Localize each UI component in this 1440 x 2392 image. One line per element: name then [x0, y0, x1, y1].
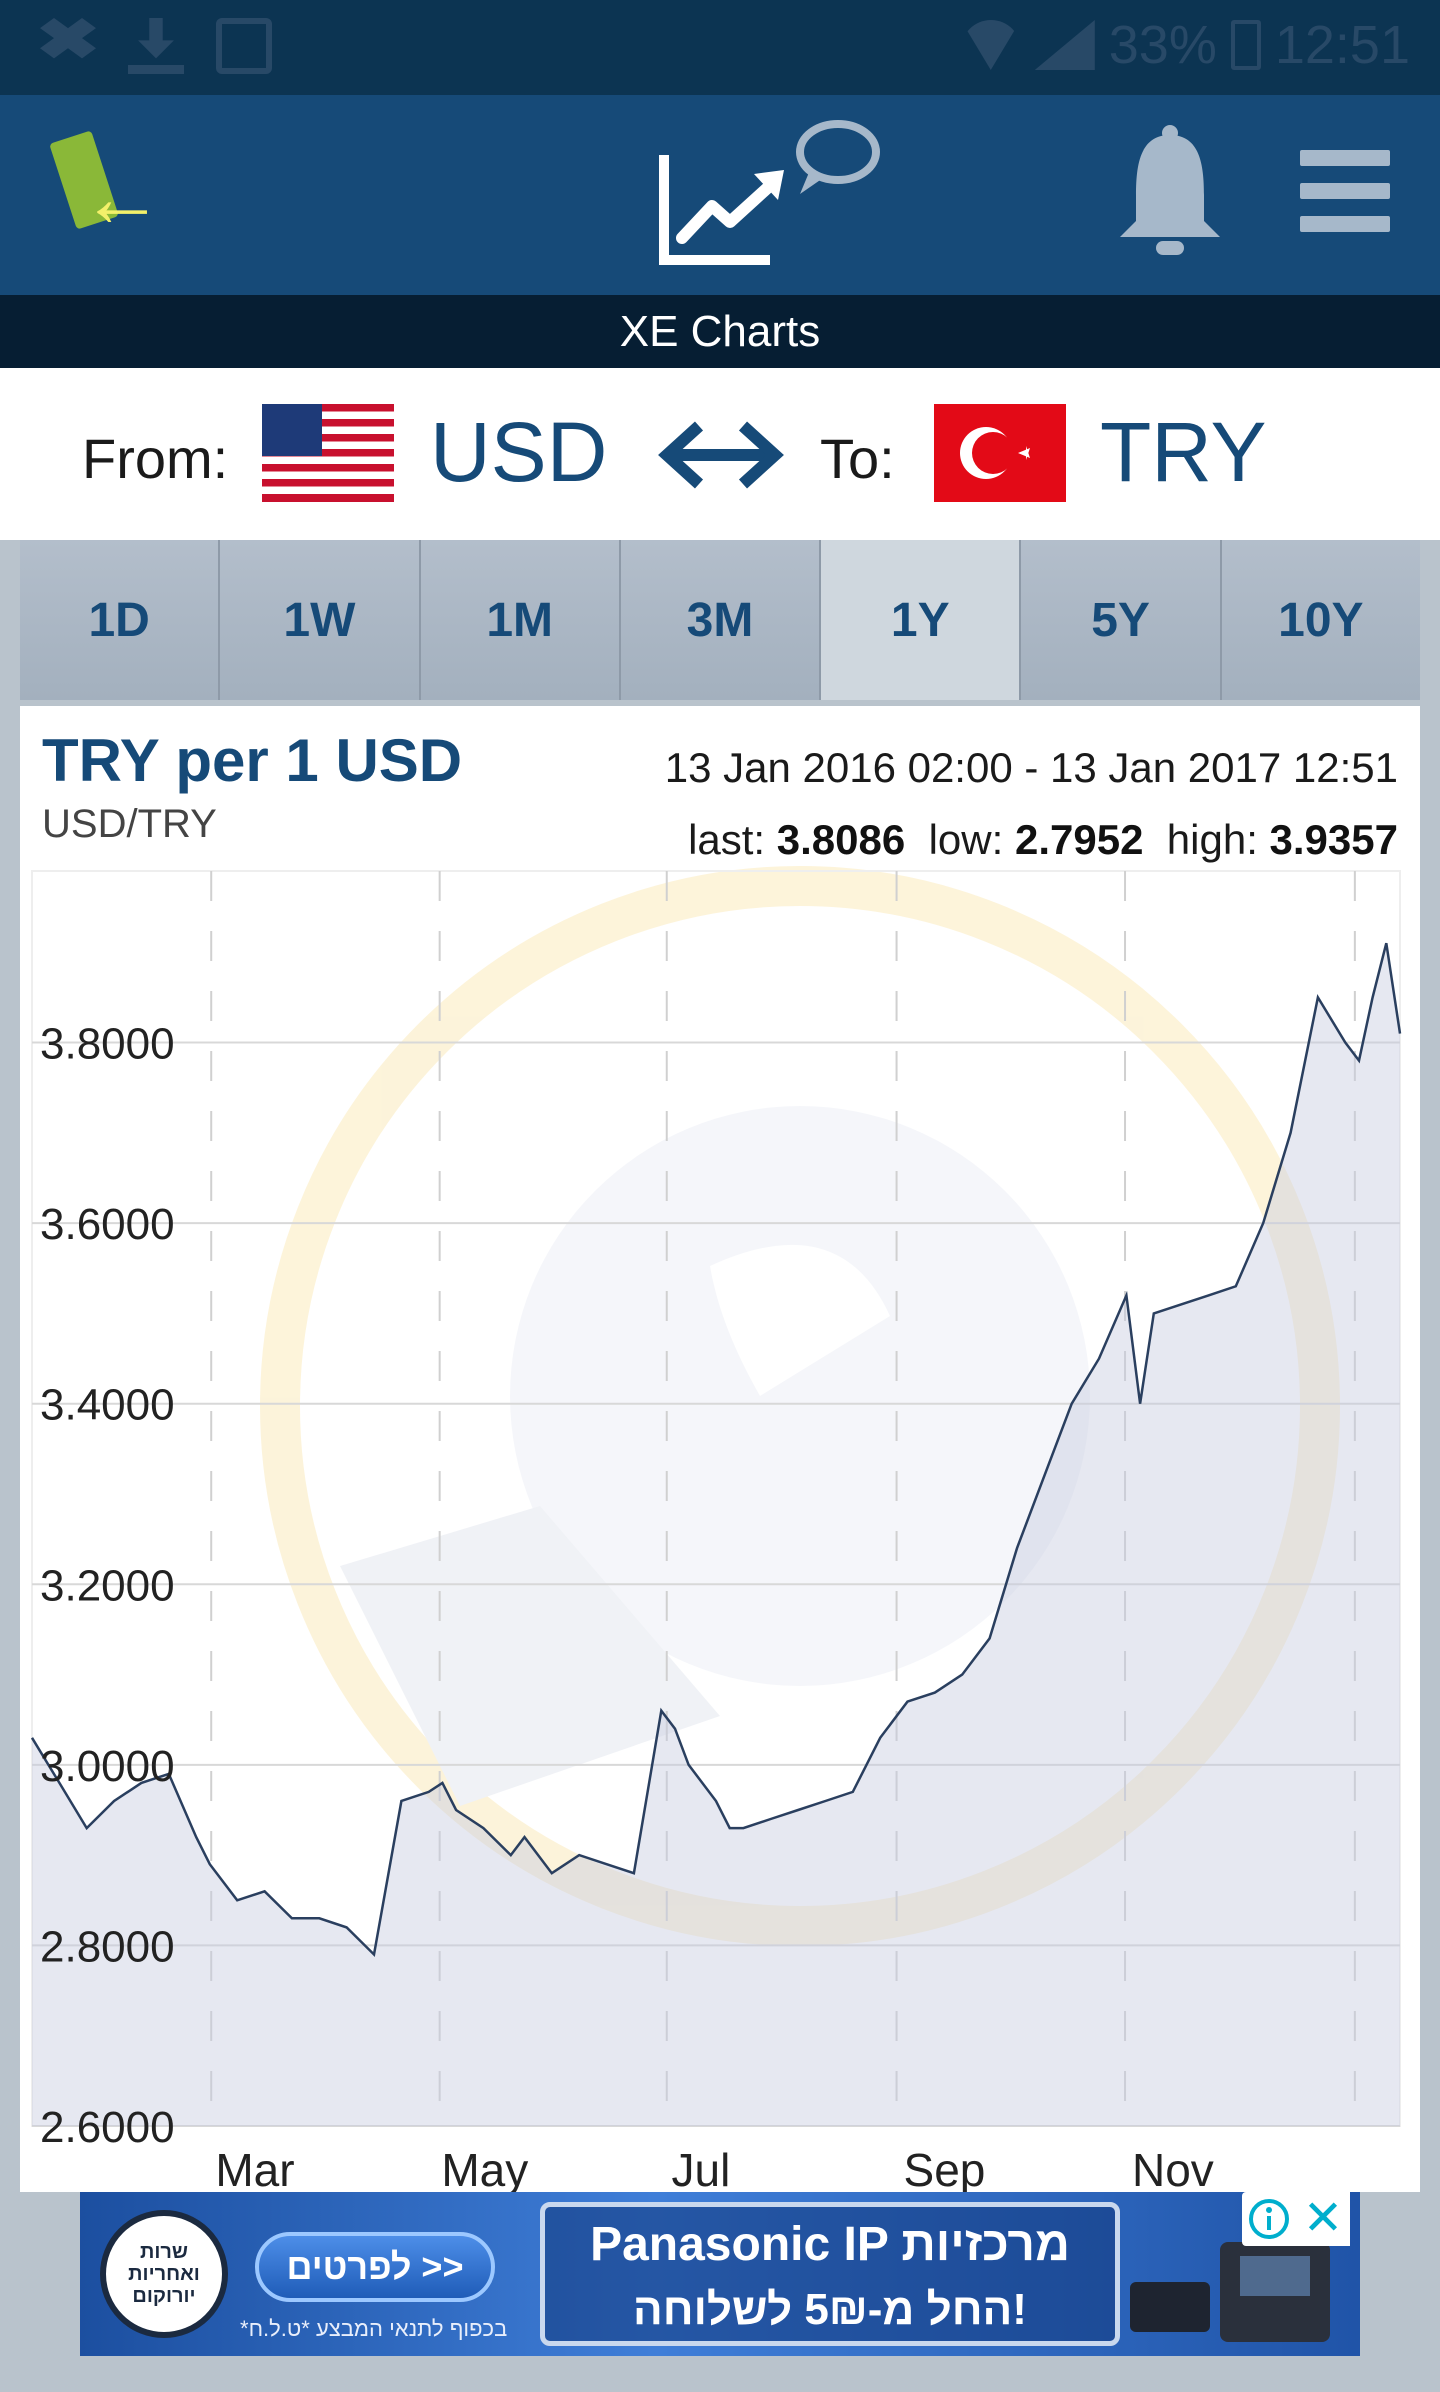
app-header: ← [0, 95, 1440, 295]
phone-icon [1120, 2222, 1340, 2352]
high-label: high: [1166, 816, 1258, 863]
alerts-bell-icon[interactable] [1110, 125, 1230, 265]
ad-details-button[interactable]: לפרטים >> [255, 2232, 495, 2302]
chart-title: TRY per 1 USD [42, 727, 463, 794]
y-tick-label: 3.6000 [40, 1200, 175, 1249]
rate-stats: last: 3.8086 low: 2.7952 high: 3.9357 [688, 816, 1398, 864]
status-bar: 33% 12:51 [0, 0, 1440, 95]
back-arrow-icon: ← [80, 150, 164, 244]
last-label: last: [688, 816, 766, 863]
clipboard-icon [216, 18, 272, 74]
from-label: From: [82, 427, 229, 490]
us-flag-icon[interactable] [262, 404, 394, 502]
rate-chart[interactable]: 3.8000 3.6000 3.4000 3.2000 3.0000 2.8000 2.60… [20, 706, 1420, 2192]
xe-watermark-icon [260, 866, 1340, 1946]
chart-card: 3.8000 3.6000 3.4000 3.2000 3.0000 2.8000 2.60… [20, 706, 1420, 2192]
xe-charts-logo-icon [650, 110, 890, 280]
y-tick-label: 3.2000 [40, 1561, 175, 1610]
currency-pair: USD/TRY [42, 802, 217, 846]
last-value: 3.8086 [776, 816, 906, 863]
back-button[interactable]: ← [49, 125, 164, 265]
notification-icons [40, 18, 272, 74]
ad-info-icon[interactable] [1242, 2192, 1296, 2246]
ad-close-icon[interactable]: ✕ [1296, 2192, 1350, 2246]
x-tick-label: Jul [672, 2144, 731, 2192]
from-currency-code[interactable]: USD [430, 405, 608, 499]
battery-percent: 33% [1108, 15, 1217, 75]
tab-10y[interactable]: 10Y [1221, 540, 1420, 700]
signal-icon [1034, 20, 1095, 70]
x-tick-label: Nov [1132, 2144, 1214, 2192]
battery-icon [1230, 20, 1261, 70]
screen-title: XE Charts [0, 295, 1440, 368]
tab-1w[interactable]: 1W [220, 540, 421, 700]
high-value: 3.9357 [1269, 816, 1398, 863]
to-label: To: [820, 427, 895, 490]
system-status: 33% 12:51 [960, 14, 1410, 76]
turkey-flag-icon[interactable] [934, 404, 1066, 502]
y-tick-label: 3.0000 [40, 1742, 175, 1791]
ad-headline: Panasonic IP מרכזיות [590, 2218, 1070, 2271]
ad-seal: שרות ואחריות יורוקום [100, 2210, 228, 2338]
ad-banner[interactable]: שרות ואחריות יורוקום לפרטים >> *בכפוף לת… [80, 2192, 1360, 2356]
currency-selector: From: USD To: TRY [0, 368, 1440, 540]
tab-3m[interactable]: 3M [620, 540, 822, 700]
y-tick-label: 2.8000 [40, 1922, 175, 1971]
period-tabs: 1D 1W 1M 3M 1Y 5Y 10Y [20, 540, 1420, 700]
download-icon [128, 18, 184, 74]
clock: 12:51 [1274, 15, 1410, 75]
date-range: 13 Jan 2016 02:00 - 13 Jan 2017 12:51 [664, 744, 1398, 791]
to-currency-code[interactable]: TRY [1100, 405, 1267, 499]
ad-fine-print: *בכפוף לתנאי המבצע *ט.ל.ח [240, 2316, 508, 2341]
tab-1y[interactable]: 1Y [821, 540, 1022, 700]
y-tick-label: 3.8000 [40, 1020, 175, 1069]
low-value: 2.7952 [1014, 816, 1144, 863]
ad-subline: החל מ-5₪ לשלוחה! [633, 2285, 1027, 2334]
swap-currencies-icon[interactable] [655, 418, 787, 492]
y-tick-label: 3.4000 [40, 1381, 175, 1430]
y-tick-label: 2.6000 [40, 2103, 175, 2152]
wifi-icon [960, 20, 1021, 70]
rate-area [32, 943, 1400, 2127]
x-tick-label: Sep [904, 2144, 986, 2192]
rate-line [30, 942, 1402, 1958]
tab-5y[interactable]: 5Y [1021, 540, 1222, 700]
dropbox-icon [40, 18, 96, 59]
x-tick-label: Mar [215, 2144, 294, 2192]
tab-1d[interactable]: 1D [20, 540, 221, 700]
ad-panel: Panasonic IP מרכזיות החל מ-5₪ לשלוחה! [540, 2202, 1120, 2346]
tab-1m[interactable]: 1M [420, 540, 621, 700]
low-label: low: [928, 816, 1004, 863]
hamburger-menu-icon[interactable] [1300, 150, 1390, 240]
x-tick-label: May [441, 2144, 528, 2192]
